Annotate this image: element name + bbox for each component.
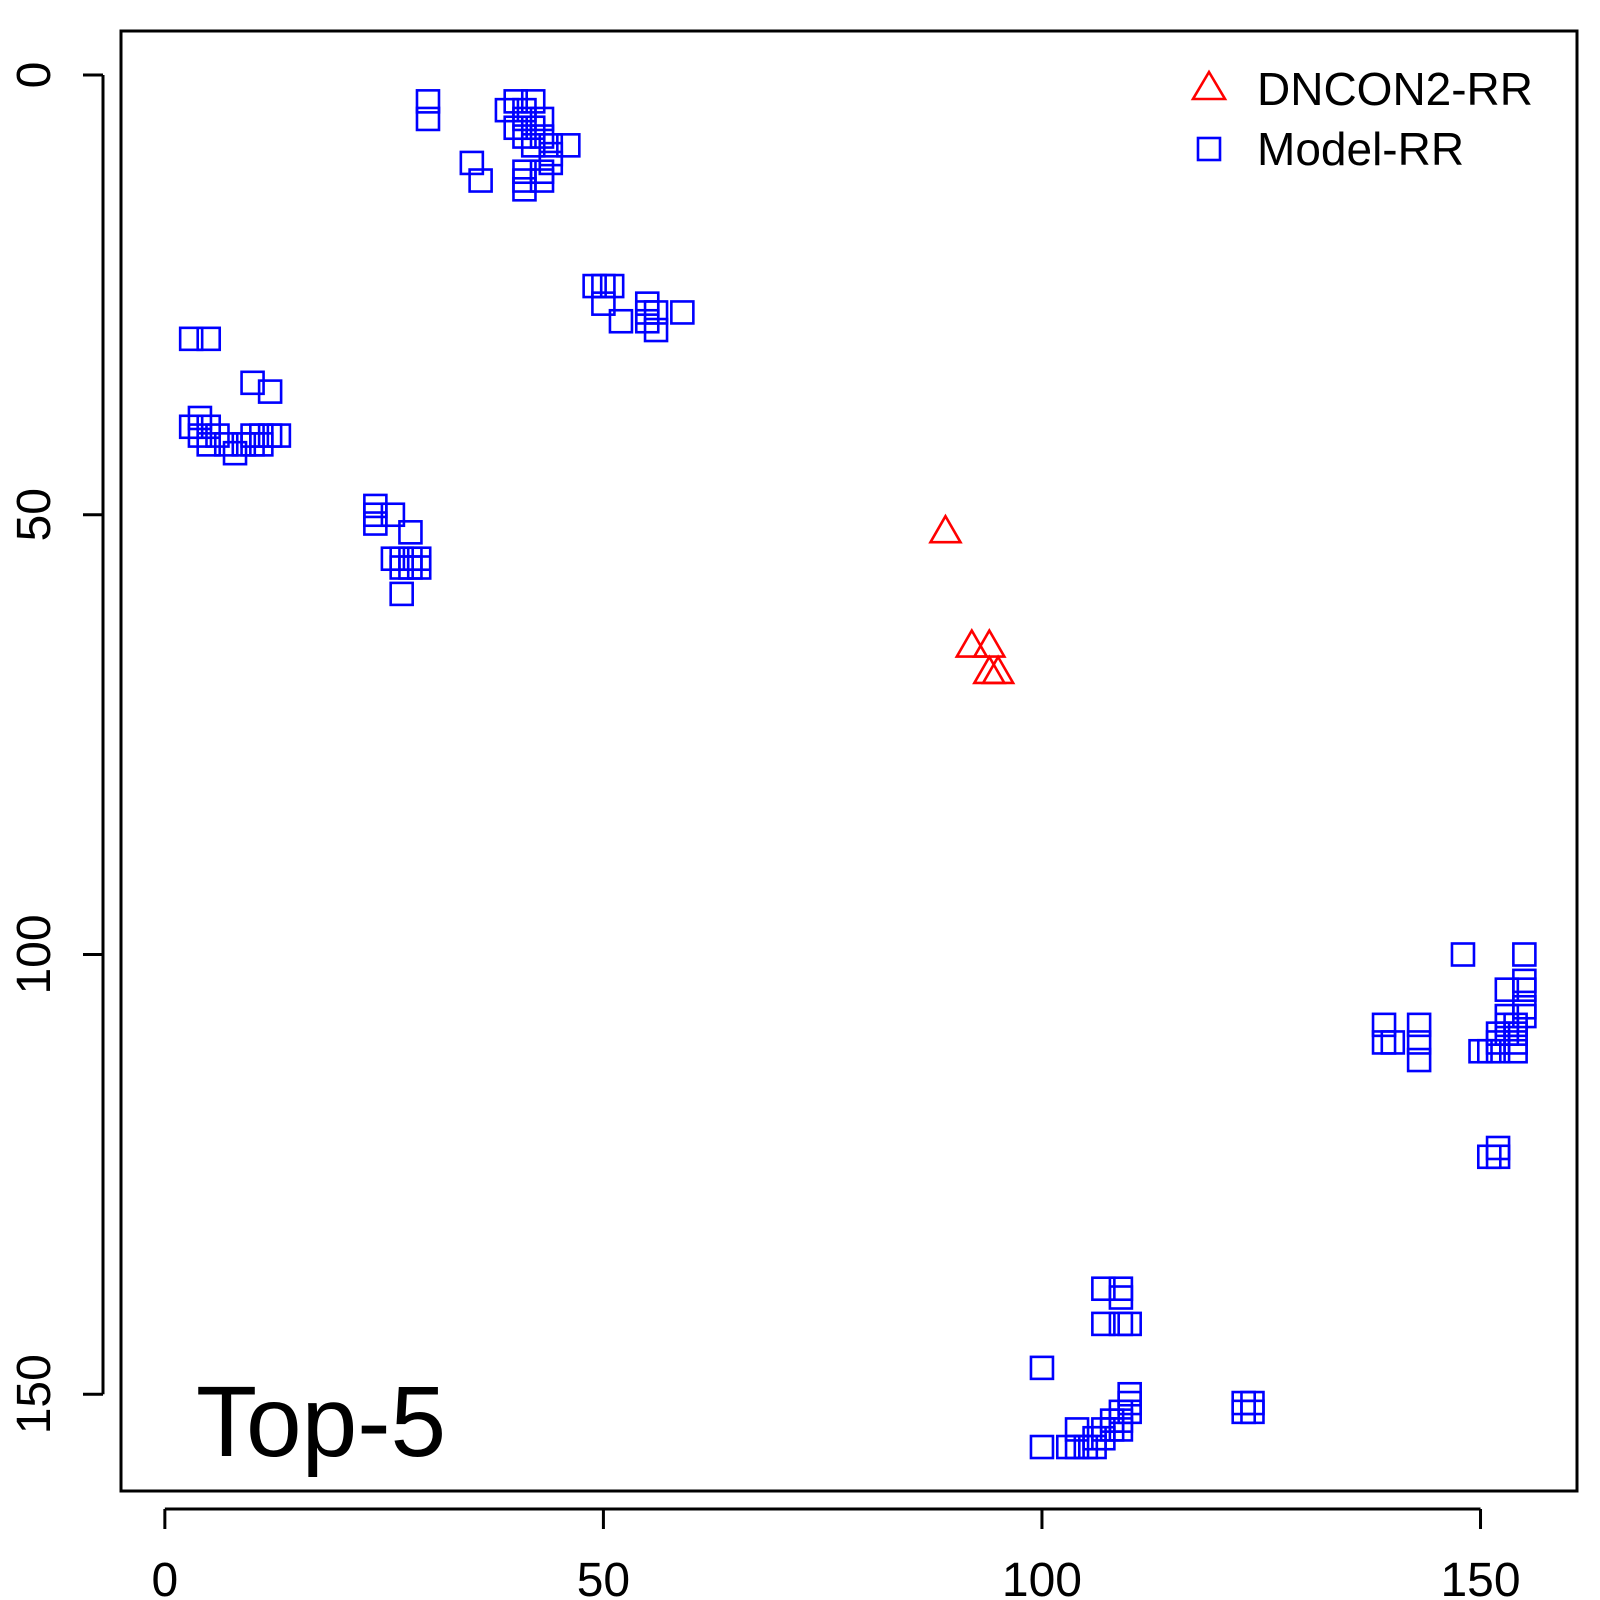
point-model-rr — [538, 150, 564, 176]
point-model-rr — [556, 133, 581, 158]
point-model-rr — [213, 432, 239, 457]
point-model-rr — [599, 273, 625, 299]
point-dncon2-rr — [980, 654, 1016, 685]
x-tick-label: 50 — [577, 1554, 630, 1600]
plot-frame — [119, 29, 1579, 1493]
point-model-rr — [380, 502, 406, 528]
point-model-rr — [178, 326, 204, 352]
point-model-rr — [1503, 1038, 1528, 1064]
point-model-rr — [1064, 1417, 1090, 1442]
point-model-rr — [529, 168, 555, 193]
point-model-rr — [196, 432, 222, 457]
point-model-rr — [1240, 1399, 1265, 1425]
point-model-rr — [1231, 1399, 1256, 1425]
point-model-rr — [1406, 1047, 1432, 1073]
point-model-rr — [1494, 977, 1520, 1002]
point-model-rr — [1468, 1038, 1493, 1064]
point-model-rr — [1029, 1434, 1055, 1460]
point-model-rr — [1091, 1276, 1116, 1302]
y-tick-label: 100 — [8, 914, 61, 994]
point-model-rr — [363, 511, 388, 536]
point-model-rr — [1231, 1390, 1256, 1416]
legend-label: DNCON2-RR — [1257, 63, 1533, 115]
point-model-rr — [1512, 942, 1537, 967]
point-model-rr — [240, 370, 265, 396]
point-model-rr — [529, 106, 555, 132]
point-model-rr — [1485, 1135, 1511, 1161]
point-model-rr — [643, 317, 669, 343]
point-dncon2-rr — [928, 513, 963, 544]
legend-marker-square — [1196, 136, 1222, 162]
point-model-rr — [1082, 1434, 1107, 1460]
point-model-rr — [512, 124, 537, 149]
legend: DNCON2-RR Model-RR — [1190, 63, 1533, 175]
point-model-rr — [512, 106, 537, 132]
point-model-rr — [608, 308, 634, 334]
point-model-rr — [1240, 1390, 1265, 1416]
point-model-rr — [1029, 1355, 1055, 1381]
legend-label: Model-RR — [1257, 123, 1464, 175]
point-model-rr — [1512, 1003, 1537, 1029]
point-model-rr — [1450, 942, 1476, 967]
point-model-rr — [205, 423, 230, 448]
point-model-rr — [529, 124, 555, 149]
annotation-label: Top-5 — [196, 1366, 446, 1478]
point-model-rr — [266, 423, 292, 448]
point-model-rr — [503, 115, 528, 141]
point-model-rr — [1091, 1311, 1116, 1337]
point-model-rr — [178, 414, 204, 440]
point-model-rr — [1406, 1012, 1432, 1038]
y-tick-label: 150 — [8, 1354, 61, 1434]
point-model-rr — [196, 326, 222, 352]
point-model-rr — [643, 300, 669, 325]
point-model-rr — [670, 300, 695, 325]
point-model-rr — [520, 133, 546, 158]
point-model-rr — [415, 89, 441, 114]
point-model-rr — [503, 89, 528, 114]
y-axis: 0 50 100 150 — [8, 62, 105, 1434]
point-model-rr — [494, 97, 520, 123]
y-tick-label: 50 — [8, 488, 61, 541]
x-tick-label: 100 — [1002, 1554, 1082, 1600]
point-model-rr — [1108, 1285, 1134, 1310]
point-model-rr — [1371, 1012, 1397, 1038]
point-dncon2-rr — [954, 627, 990, 658]
point-model-rr — [512, 177, 537, 202]
point-model-rr — [196, 414, 222, 440]
points-layer — [178, 89, 1537, 1460]
point-model-rr — [468, 168, 493, 193]
y-tick-label: 0 — [8, 62, 61, 89]
point-model-rr — [187, 405, 213, 431]
point-model-rr — [187, 423, 213, 448]
x-tick-label: 0 — [152, 1554, 179, 1600]
legend-marker-triangle — [1190, 69, 1228, 101]
point-model-rr — [389, 581, 414, 607]
point-model-rr — [1108, 1417, 1134, 1442]
point-model-rr — [1485, 1144, 1511, 1170]
point-model-rr — [459, 150, 485, 176]
x-axis: 0 50 100 150 — [152, 1507, 1521, 1600]
x-tick-label: 150 — [1440, 1554, 1520, 1600]
point-model-rr — [591, 291, 616, 316]
point-model-rr — [1406, 1030, 1432, 1055]
point-model-rr — [249, 432, 274, 457]
point-model-rr — [415, 106, 441, 132]
point-model-rr — [1476, 1144, 1502, 1170]
point-model-rr — [406, 555, 432, 580]
point-model-rr — [634, 308, 660, 334]
point-model-rr — [520, 115, 546, 141]
point-model-rr — [520, 89, 546, 114]
point-model-rr — [222, 440, 248, 466]
point-model-rr — [398, 520, 423, 545]
point-model-rr — [1380, 1030, 1406, 1055]
point-model-rr — [1117, 1311, 1142, 1337]
point-model-rr — [257, 379, 283, 404]
point-model-rr — [1512, 977, 1537, 1002]
